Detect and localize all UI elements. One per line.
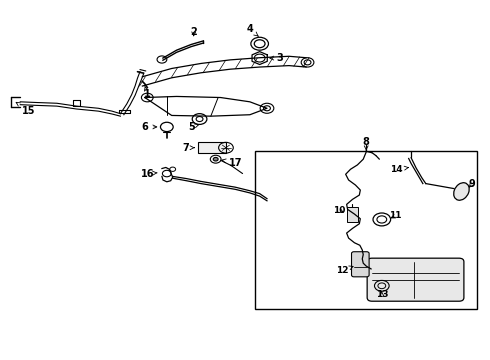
Text: 16: 16 <box>141 168 157 179</box>
Text: 11: 11 <box>389 211 402 220</box>
Text: 2: 2 <box>190 27 197 37</box>
Text: 12: 12 <box>337 266 353 275</box>
Text: 15: 15 <box>16 102 36 116</box>
Text: 10: 10 <box>333 206 345 215</box>
Circle shape <box>213 157 218 161</box>
Text: 1: 1 <box>144 86 150 99</box>
Text: 8: 8 <box>363 138 369 150</box>
Text: 7: 7 <box>182 143 195 153</box>
FancyBboxPatch shape <box>367 258 464 301</box>
Text: 14: 14 <box>390 165 409 174</box>
Ellipse shape <box>454 183 469 200</box>
Text: 17: 17 <box>222 158 242 168</box>
Text: 5: 5 <box>188 122 198 132</box>
Text: 4: 4 <box>246 24 258 36</box>
FancyBboxPatch shape <box>351 252 369 277</box>
Bar <box>346 207 358 222</box>
Text: 9: 9 <box>469 179 476 189</box>
Text: 3: 3 <box>270 53 284 63</box>
Text: 13: 13 <box>375 289 388 298</box>
Bar <box>255 151 477 309</box>
Bar <box>197 142 226 153</box>
Text: 6: 6 <box>142 122 157 132</box>
